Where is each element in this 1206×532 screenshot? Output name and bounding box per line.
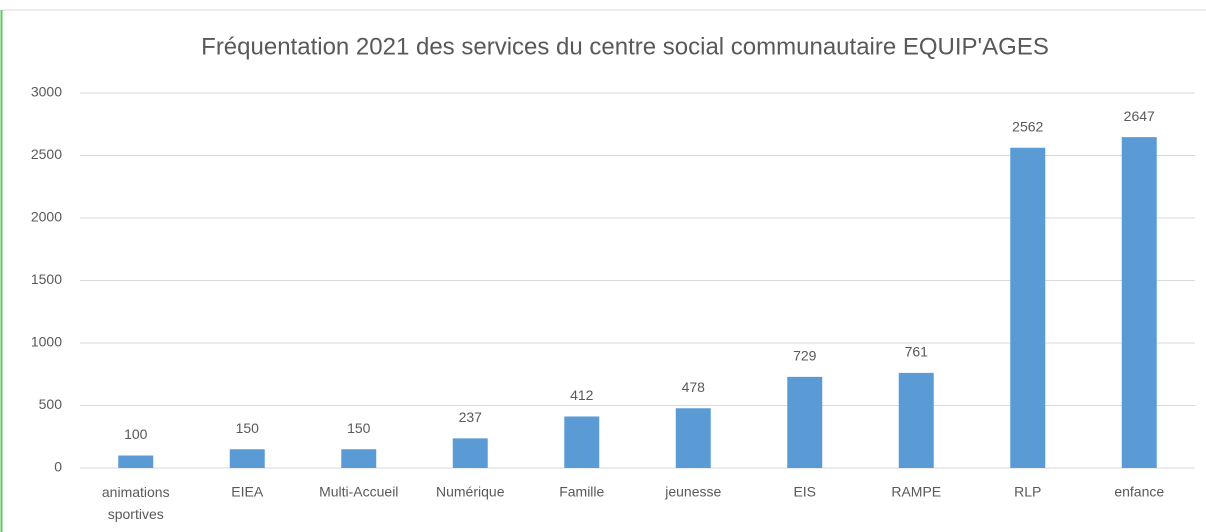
value-label: 729 — [793, 348, 817, 364]
bar — [675, 408, 711, 468]
bar — [1121, 137, 1157, 468]
y-tick-label: 2000 — [31, 209, 62, 225]
value-label: 2562 — [1012, 118, 1043, 134]
bar — [452, 438, 488, 468]
x-tick-label: enfance — [1114, 484, 1164, 500]
bar — [1010, 147, 1046, 468]
bar — [564, 416, 600, 468]
value-label: 761 — [905, 344, 929, 360]
value-label: 412 — [570, 387, 594, 403]
y-tick-label: 500 — [39, 396, 63, 412]
y-tick-label: 0 — [54, 459, 62, 475]
value-label: 100 — [124, 426, 148, 442]
value-label: 237 — [459, 409, 483, 425]
x-tick-label: Numérique — [436, 484, 505, 500]
x-tick-label: RLP — [1014, 484, 1041, 500]
x-tick-label: RAMPE — [891, 484, 941, 500]
y-tick-label: 1500 — [31, 271, 62, 287]
y-tick-label: 1000 — [31, 334, 62, 350]
y-tick-label: 3000 — [31, 84, 62, 100]
x-tick-label: EIEA — [231, 484, 264, 500]
value-label: 2647 — [1124, 108, 1155, 124]
bar — [118, 455, 154, 468]
x-tick-label: jeunesse — [664, 484, 721, 500]
value-label: 150 — [236, 420, 260, 436]
bar — [229, 449, 265, 468]
bar — [787, 376, 823, 468]
x-tick-label: Multi-Accueil — [319, 484, 398, 500]
value-label: 478 — [682, 379, 706, 395]
x-tick-label: animations sportives — [102, 484, 170, 522]
y-tick-label: 2500 — [31, 146, 62, 162]
value-label: 150 — [347, 420, 371, 436]
bar — [898, 372, 934, 468]
x-tick-label: EIS — [793, 484, 816, 500]
bar — [341, 449, 377, 468]
chart-title: Fréquentation 2021 des services du centr… — [201, 33, 1049, 60]
x-tick-label: Famille — [559, 484, 604, 500]
